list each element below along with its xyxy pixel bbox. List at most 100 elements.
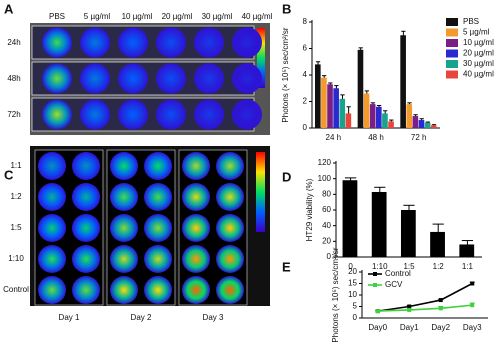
well [216,214,244,242]
y-tick-label: 0 [353,313,358,322]
y-tick-label: 5 [353,302,358,311]
marker [470,281,475,286]
y-tick-label: 2 [303,97,308,106]
legend-label: 10 µg/ml [463,38,494,47]
panel-label: B [282,1,291,16]
colorbar [256,152,265,232]
well [80,27,110,58]
legend-swatch [446,60,458,68]
x-tick-label: 48 h [368,133,384,142]
bar [418,120,425,128]
y-tick-label: 80 [322,189,331,198]
y-tick-label: 10 [348,290,357,299]
well [194,27,224,58]
panel-label: E [282,259,291,274]
marker [438,298,443,303]
well [72,183,100,211]
bar [400,210,416,257]
well [182,276,210,304]
column-label: 5 µg/ml [84,12,111,21]
well [72,152,100,180]
well [182,183,210,211]
column-label: 20 µg/ml [162,12,193,21]
bar [376,106,382,128]
line [377,282,473,312]
y-tick-label: 20 [348,267,357,276]
x-tick-label: 24 h [326,133,342,142]
well [232,99,262,130]
y-tick-label: 4 [303,70,308,79]
legend-label: Control [385,269,411,278]
x-tick-label: 1:10 [372,262,388,271]
well [42,99,72,130]
legend-swatch [446,70,458,79]
bar [314,64,321,128]
legend-swatch [446,18,458,26]
column-label: Day 1 [59,313,80,322]
well [38,214,66,242]
bar [424,122,431,128]
bar [327,84,333,128]
well [38,245,66,273]
well [194,63,224,94]
x-tick-label: Day0 [368,323,387,332]
well [110,214,138,242]
well [156,99,186,130]
well [110,183,138,211]
x-tick-label: 1:2 [433,262,445,271]
bar [412,116,419,128]
well [194,99,224,130]
legend-label: PBS [463,17,479,26]
marker [375,309,380,314]
y-tick-label: 8 [303,17,308,26]
marker [438,306,443,311]
panel-label: C [4,167,14,182]
legend-label: GCV [385,280,403,289]
well [144,245,172,273]
bar [382,113,388,128]
well [110,245,138,273]
y-axis-title: Photons (× 10⁵) sec/cm²/sr [281,27,290,122]
well [80,63,110,94]
column-label: PBS [49,12,65,21]
marker [470,303,475,308]
legend-label: 20 µg/ml [463,49,494,58]
bar [430,125,437,128]
y-tick-label: 0 [327,252,332,261]
bar [388,121,394,128]
line [377,304,473,312]
panel-label: A [4,1,14,16]
row-label: 1:5 [10,223,22,232]
row-label: 72h [7,110,20,119]
y-tick-label: 60 [322,205,331,214]
row-label: 1:10 [8,254,24,263]
colorbar [257,28,265,88]
well [110,152,138,180]
well [42,63,72,94]
well [118,27,148,58]
well [118,99,148,130]
bar [363,93,370,128]
well [182,214,210,242]
column-label: Day 3 [203,313,224,322]
well [216,276,244,304]
well [156,63,186,94]
y-axis-title: HT29 viability (%) [305,178,314,241]
y-tick-label: 15 [348,279,357,288]
well [144,183,172,211]
bar [345,113,352,128]
marker [407,304,412,309]
column-label: Day 2 [131,313,152,322]
x-tick-label: 72 h [411,133,427,142]
row-label: 1:1 [10,161,22,170]
column-label: 30 µg/ml [202,12,233,21]
well [182,245,210,273]
marker [407,307,412,312]
well [38,152,66,180]
bar [333,88,339,128]
bar [321,77,327,128]
legend-swatch [446,49,458,58]
y-tick-label: 100 [318,174,332,183]
well [216,245,244,273]
